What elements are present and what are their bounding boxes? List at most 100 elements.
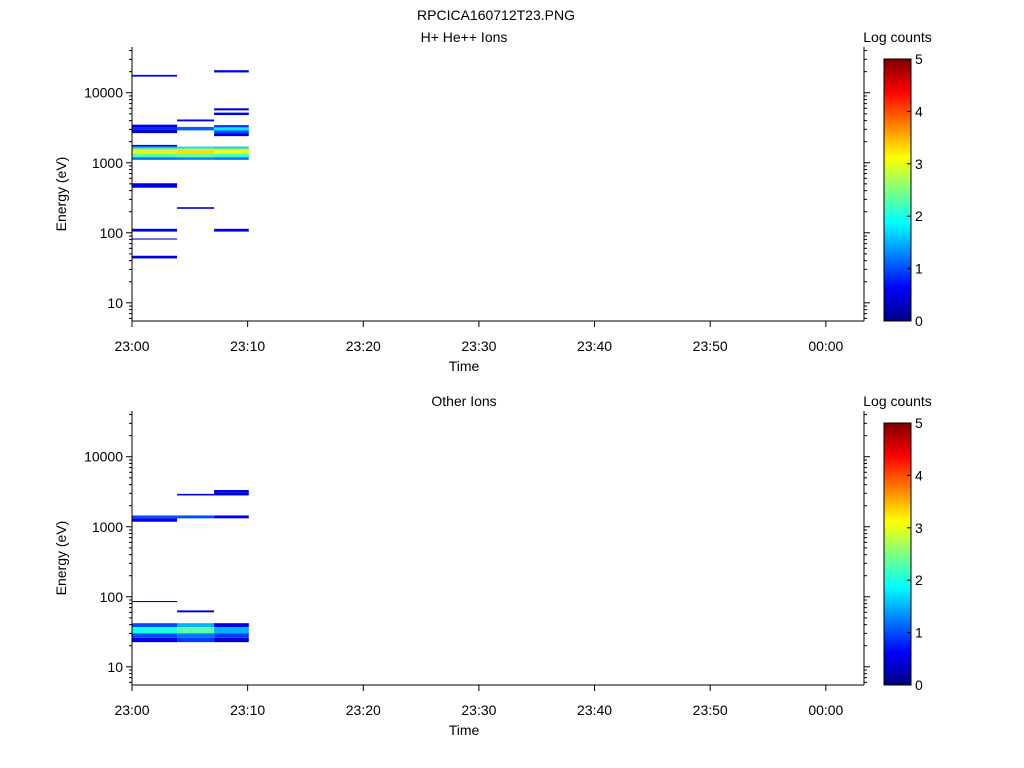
heatmap-cell (177, 515, 215, 519)
y-tick-label: 10 (107, 295, 123, 311)
heatmap-cell (214, 153, 249, 158)
colorbar-tick-label: 1 (915, 625, 923, 641)
heatmap-cell (132, 623, 178, 628)
heatmap-cell (177, 493, 215, 496)
heatmap-cell (177, 627, 215, 634)
heatmap-cell (214, 133, 249, 137)
heatmap-cell (177, 623, 215, 628)
colorbar-gradient (883, 422, 912, 686)
y-tick-label: 1000 (92, 155, 123, 171)
colorbar-tick-label: 1 (915, 261, 923, 277)
heatmap-cell (132, 153, 178, 158)
heatmap-cell (214, 157, 249, 160)
heatmap-cells (132, 70, 249, 259)
heatmap-cell (214, 637, 249, 643)
y-tick-label: 100 (100, 589, 124, 605)
colorbar-tick-label: 3 (915, 156, 923, 172)
y-tick-label: 100 (100, 225, 124, 241)
heatmap-cells (132, 490, 249, 643)
y-tick-label: 10 (107, 659, 123, 675)
y-tick-label: 10000 (84, 85, 123, 101)
colorbar-tick-label: 4 (915, 467, 923, 483)
heatmap-cell (214, 125, 249, 128)
heatmap-cell (214, 492, 249, 496)
y-axis-label: Energy (eV) (53, 157, 69, 232)
x-tick-label: 23:20 (346, 702, 381, 718)
x-tick-label: 23:00 (114, 702, 149, 718)
heatmap-cell (177, 119, 215, 122)
heatmap-cell (177, 146, 215, 149)
colorbar-label: Log counts (863, 393, 932, 409)
heatmap-cell (132, 627, 178, 634)
heatmap-cell (177, 157, 215, 160)
colorbar: 0 1 2 3 4 5 Log counts (863, 29, 932, 329)
heatmap-cell (132, 515, 178, 519)
heatmap-cell (214, 150, 249, 154)
heatmap-cell (177, 153, 215, 158)
y-tick-label: 1000 (92, 519, 123, 535)
panel-title: Other Ions (431, 393, 496, 409)
x-tick-label: 23:30 (461, 702, 496, 718)
heatmap-cell (132, 127, 178, 130)
heatmap-cell (132, 238, 178, 240)
panel-title: H+ He++ Ions (421, 29, 508, 45)
heatmap-cell (132, 518, 178, 522)
heatmap-cell (214, 623, 249, 628)
heatmap-cell (214, 108, 249, 111)
x-tick-label: 23:40 (577, 338, 612, 354)
heatmap-cell (214, 490, 249, 493)
heatmap-cell (132, 124, 178, 128)
x-tick-label: 23:30 (461, 338, 496, 354)
y-axis-label: Energy (eV) (53, 521, 69, 596)
heatmap-cell (214, 127, 249, 131)
x-tick-label: 23:20 (346, 338, 381, 354)
heatmap-cell (177, 633, 215, 638)
heatmap-cell (132, 255, 178, 259)
heatmap-cell (177, 126, 215, 131)
heatmap-cell (132, 633, 178, 638)
figure-title: RPCICA160712T23.PNG (417, 7, 575, 23)
colorbar-tick-label: 2 (915, 208, 923, 224)
heatmap-cell (132, 637, 178, 643)
heatmap-cell (214, 70, 249, 73)
heatmap-cell (132, 157, 178, 160)
x-tick-label: 23:00 (114, 338, 149, 354)
heatmap-cell (132, 146, 178, 149)
x-tick-label: 23:50 (693, 338, 728, 354)
x-axis-label: Time (449, 358, 480, 374)
heatmap-cell (214, 515, 249, 519)
colorbar-tick-label: 5 (915, 415, 923, 431)
heatmap-cell (214, 627, 249, 634)
heatmap-cell (132, 144, 178, 147)
x-tick-label: 00:00 (808, 338, 843, 354)
colorbar: 0 1 2 3 4 5 Log counts (863, 393, 932, 693)
heatmap-cell (177, 207, 215, 209)
heatmap-cell (214, 633, 249, 638)
heatmap-cell (177, 148, 215, 151)
heatmap-cell (177, 610, 215, 613)
colorbar-tick-label: 0 (915, 677, 923, 693)
heatmap-cell (214, 148, 249, 151)
x-tick-label: 23:10 (230, 702, 265, 718)
heatmap-cell (214, 112, 249, 116)
heatmap-cell (214, 146, 249, 149)
heatmap-cell (132, 601, 178, 603)
heatmap-cell (214, 130, 249, 134)
heatmap-cell (132, 183, 178, 188)
x-tick-label: 00:00 (808, 702, 843, 718)
heatmap-cell (132, 148, 178, 151)
x-axis-label: Time (449, 722, 480, 738)
heatmap-cell (214, 228, 249, 232)
colorbar-tick-label: 0 (915, 313, 923, 329)
colorbar-label: Log counts (863, 29, 932, 45)
colorbar-gradient (883, 58, 912, 322)
colorbar-tick-label: 3 (915, 520, 923, 536)
heatmap-cell (132, 228, 178, 232)
heatmap-cell (132, 150, 178, 154)
x-tick-label: 23:10 (230, 338, 265, 354)
x-tick-label: 23:40 (577, 702, 612, 718)
colorbar-tick-label: 5 (915, 51, 923, 67)
